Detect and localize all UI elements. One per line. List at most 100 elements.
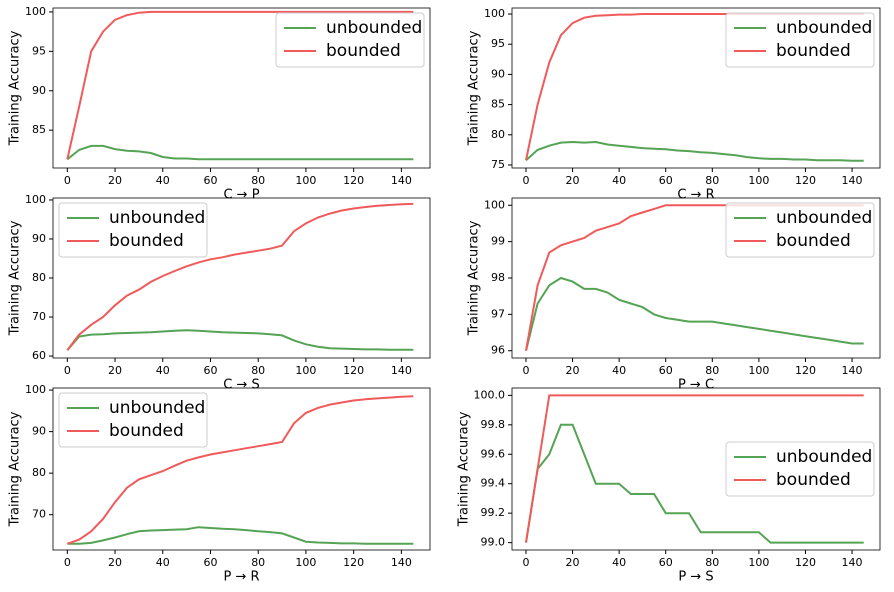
x-tick-label: 0 (64, 174, 71, 187)
y-tick-label: 97 (491, 307, 505, 320)
x-tick-label: 60 (203, 364, 217, 377)
legend-box (725, 441, 875, 497)
plot-frame (511, 387, 881, 551)
y-tick-label: 99 (491, 235, 505, 248)
legend-label: bounded (109, 421, 184, 441)
x-tick-label: 100 (295, 364, 316, 377)
x-tick-label: 120 (795, 364, 816, 377)
x-tick-label: 80 (705, 364, 719, 377)
y-axis-label: Training Accuracy (467, 30, 482, 146)
x-tick-label: 100 (748, 556, 769, 569)
y-tick-label: 100 (25, 383, 46, 396)
plot-frame (52, 387, 431, 551)
y-tick-label: 100 (25, 5, 46, 18)
x-tick-label: 60 (659, 556, 673, 569)
legend-label: unbounded (109, 398, 205, 418)
x-tick-label: 60 (659, 174, 673, 187)
x-tick-label: 0 (64, 364, 71, 377)
legend-box (58, 392, 208, 448)
x-tick-label: 140 (842, 364, 863, 377)
y-tick-label: 100 (484, 7, 505, 20)
y-axis-label: Training Accuracy (8, 220, 23, 336)
y-tick-label: 90 (491, 67, 505, 80)
x-tick-label: 80 (251, 556, 265, 569)
x-tick-label: 120 (343, 364, 364, 377)
legend-label: unbounded (109, 208, 205, 228)
x-tick-label: 60 (659, 364, 673, 377)
x-tick-label: 140 (842, 556, 863, 569)
subplot: 0 20 40 60 80 100 120 140 96 97 98 99 100 P → C Traini… (467, 197, 881, 393)
x-tick-label: 60 (203, 174, 217, 187)
x-tick-label: 100 (748, 364, 769, 377)
x-tick-label: 40 (156, 364, 170, 377)
series-line (525, 394, 864, 543)
legend-box (725, 202, 875, 258)
y-tick-label: 70 (32, 310, 46, 323)
x-tick-label: 140 (391, 556, 412, 569)
series-line (525, 140, 864, 162)
x-tick-label: 100 (748, 174, 769, 187)
y-tick-label: 95 (491, 37, 505, 50)
x-tick-label: 100 (295, 174, 316, 187)
series-line (67, 526, 414, 545)
legend-label: bounded (776, 41, 851, 61)
series-line (66, 144, 414, 161)
x-tick-label: 40 (612, 364, 626, 377)
subplot: 0 20 40 60 80 100 120 140 99.0 99.2 99.4 99.6 99.8 10… (457, 387, 881, 585)
y-tick-label: 75 (491, 158, 505, 171)
y-axis-label: Training Accuracy (457, 411, 472, 527)
legend-label: bounded (326, 41, 401, 61)
x-axis-label: P → R (223, 570, 259, 585)
subplot: 0 20 40 60 80 100 120 140 85 90 95 100 C → P Training… (8, 5, 431, 203)
y-tick-label: 80 (32, 466, 46, 479)
legend-box (275, 12, 425, 68)
subplot: 0 20 40 60 80 100 120 140 60 70 80 90 100 C → S Traini… (8, 193, 431, 393)
x-tick-label: 120 (343, 556, 364, 569)
x-tick-label: 80 (705, 174, 719, 187)
x-tick-label: 120 (795, 174, 816, 187)
x-axis-label: P → C (678, 378, 714, 393)
x-tick-label: 80 (251, 174, 265, 187)
x-tick-label: 80 (705, 556, 719, 569)
series-line (66, 202, 414, 351)
y-tick-label: 80 (491, 128, 505, 141)
series-line (66, 10, 414, 160)
y-tick-label: 100 (25, 193, 46, 206)
legend-box (725, 12, 875, 68)
y-tick-label: 95 (32, 44, 46, 57)
x-tick-label: 20 (566, 364, 580, 377)
y-tick-label: 99.2 (481, 506, 506, 519)
y-tick-label: 100 (484, 198, 505, 211)
series-line (66, 329, 414, 351)
x-axis-label: P → S (678, 570, 713, 585)
x-tick-label: 40 (156, 174, 170, 187)
legend-label: unbounded (326, 18, 422, 38)
legend-label: unbounded (776, 447, 872, 467)
x-tick-label: 20 (108, 556, 122, 569)
legend-label: unbounded (776, 208, 872, 228)
x-tick-label: 0 (522, 174, 529, 187)
x-tick-label: 0 (522, 556, 529, 569)
y-tick-label: 85 (32, 123, 46, 136)
series-line (525, 276, 864, 351)
series-line (66, 395, 414, 545)
y-axis-label: Training Accuracy (467, 220, 482, 336)
x-tick-label: 40 (156, 556, 170, 569)
y-tick-label: 96 (491, 344, 505, 357)
legend-label: bounded (776, 231, 851, 251)
x-axis-label: C → R (677, 188, 714, 203)
x-tick-label: 40 (612, 174, 626, 187)
x-tick-label: 0 (64, 556, 71, 569)
y-tick-label: 99.6 (481, 447, 506, 460)
x-tick-label: 80 (251, 364, 265, 377)
y-tick-label: 90 (32, 232, 46, 245)
legend-label: unbounded (776, 18, 872, 38)
y-tick-label: 85 (491, 98, 505, 111)
x-tick-label: 20 (108, 364, 122, 377)
y-tick-label: 99.0 (481, 536, 506, 549)
plot-frame (511, 7, 881, 169)
legend-box (58, 202, 208, 258)
y-tick-label: 98 (491, 271, 505, 284)
y-tick-label: 99.8 (481, 418, 506, 431)
